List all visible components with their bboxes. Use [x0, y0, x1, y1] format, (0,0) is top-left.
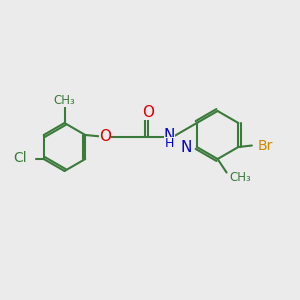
- Text: O: O: [142, 105, 154, 120]
- Text: CH₃: CH₃: [230, 171, 251, 184]
- Text: H: H: [165, 136, 174, 150]
- Text: Br: Br: [257, 139, 273, 152]
- Text: O: O: [99, 129, 111, 144]
- Text: Cl: Cl: [14, 152, 27, 165]
- Text: N: N: [164, 128, 175, 142]
- Text: CH₃: CH₃: [53, 94, 75, 107]
- Text: N: N: [180, 140, 191, 154]
